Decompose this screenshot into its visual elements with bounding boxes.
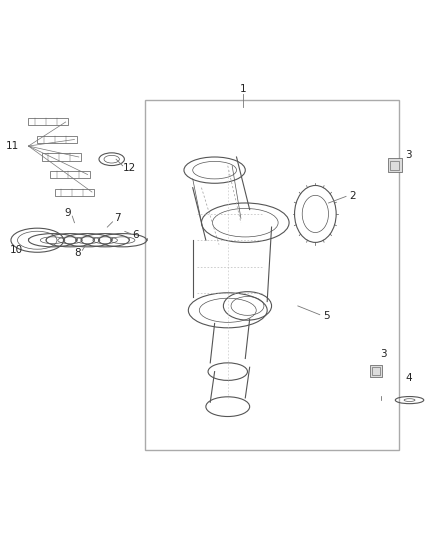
Text: 3: 3 [405,150,412,160]
Bar [145,100,399,450]
Text: 6: 6 [132,230,139,240]
Bar [370,365,382,377]
Bar [390,161,399,169]
Text: 9: 9 [64,208,71,218]
Bar [42,154,81,160]
Text: 10: 10 [10,245,23,255]
Text: 11: 11 [6,141,19,151]
Bar [55,189,94,196]
Text: 4: 4 [406,373,413,383]
Bar [28,118,68,125]
Text: 2: 2 [349,191,356,201]
Text: 3: 3 [380,349,387,359]
Text: 8: 8 [74,248,81,259]
Text: 12: 12 [123,163,136,173]
Bar [372,367,380,375]
Text: 7: 7 [114,213,121,223]
Text: 5: 5 [323,311,330,320]
Bar [388,158,402,172]
Bar [37,136,77,143]
Text: 1: 1 [240,84,247,94]
Bar [50,171,90,178]
